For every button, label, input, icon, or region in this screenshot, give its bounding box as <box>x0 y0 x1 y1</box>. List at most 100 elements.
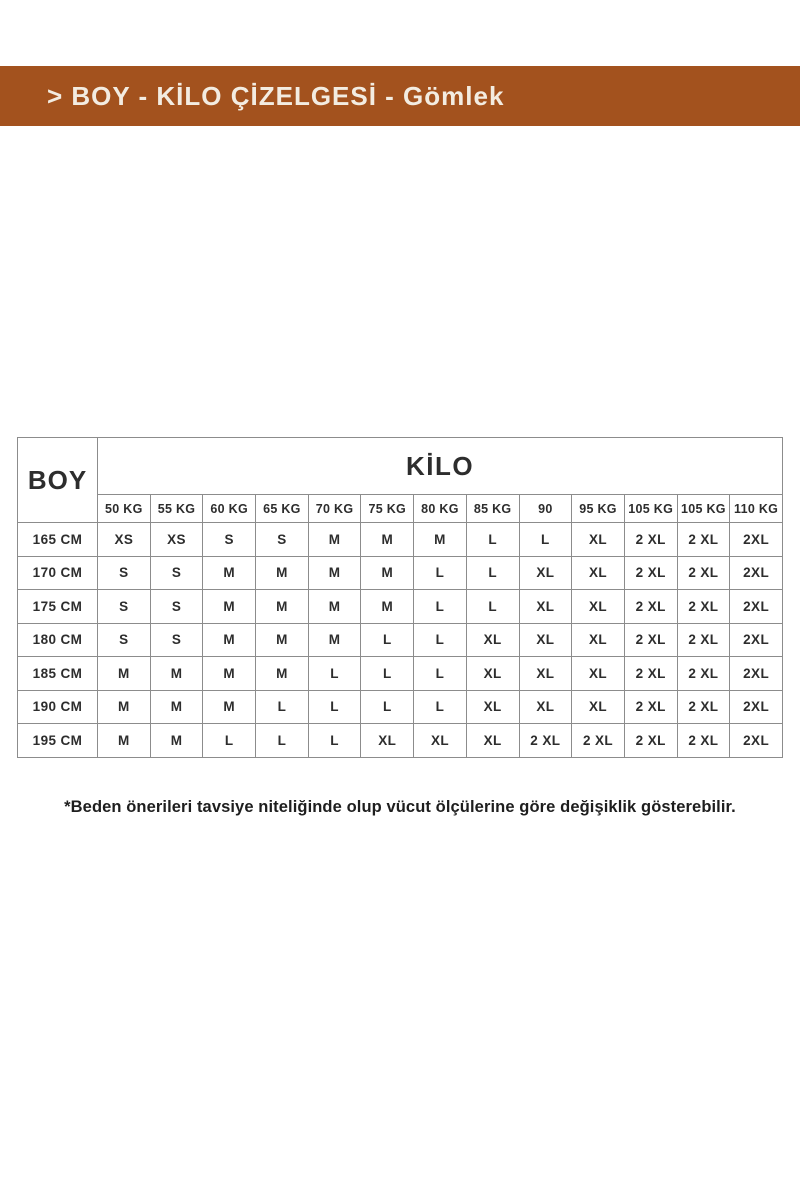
size-cell: L <box>307 656 362 691</box>
size-cell: L <box>307 723 362 758</box>
size-cell: M <box>307 555 362 590</box>
weight-header-cell: 65 KG <box>255 494 309 523</box>
size-cell: 2 XL <box>623 622 678 657</box>
size-cell: 2XL <box>729 689 783 724</box>
size-cell: L <box>413 589 467 624</box>
weight-header-cell: 75 KG <box>360 494 415 523</box>
size-cell: XL <box>518 555 573 590</box>
size-cell: XL <box>571 622 625 657</box>
size-cell: 2 XL <box>676 723 731 758</box>
size-table-row: 185 CM M M M M L L L XL XL XL 2 XL 2 XL 2XL <box>17 656 783 691</box>
weight-header-cell: 60 KG <box>202 494 257 523</box>
size-cell: 2 XL <box>623 689 678 724</box>
size-cell: XL <box>465 656 520 691</box>
size-cell: S <box>97 622 151 657</box>
size-cell: S <box>149 555 204 590</box>
size-cell: M <box>255 555 309 590</box>
height-cell: 165 CM <box>17 522 98 557</box>
height-cell: 195 CM <box>17 723 98 758</box>
size-cell: XL <box>571 689 625 724</box>
size-cell: M <box>202 622 257 657</box>
height-cell: 180 CM <box>17 622 98 657</box>
size-cell: 2 XL <box>623 522 678 557</box>
size-cell: XL <box>465 622 520 657</box>
size-table-row: 195 CM M M L L L XL XL XL 2 XL 2 XL 2 XL 2 XL 2XL <box>17 723 783 758</box>
size-cell: L <box>360 689 415 724</box>
size-cell: 2 XL <box>571 723 625 758</box>
size-cell: XL <box>571 656 625 691</box>
size-cell: XL <box>571 589 625 624</box>
size-cell: L <box>360 622 415 657</box>
size-cell: M <box>202 656 257 691</box>
size-cell: XS <box>149 522 204 557</box>
size-table-row: 175 CM S S M M M M L L XL XL 2 XL 2 XL 2XL <box>17 589 783 624</box>
size-table: BOY KİLO 50 KG 55 KG 60 KG 65 KG 70 KG 75 KG 80 … <box>17 437 783 758</box>
size-cell: S <box>97 555 151 590</box>
size-cell: 2 XL <box>676 656 731 691</box>
corner-header-boy: BOY <box>17 437 98 523</box>
height-cell: 175 CM <box>17 589 98 624</box>
size-cell: L <box>255 723 309 758</box>
size-cell: S <box>149 589 204 624</box>
weight-header-cell: 80 KG <box>413 494 467 523</box>
size-cell: XL <box>571 522 625 557</box>
size-cell: 2 XL <box>676 522 731 557</box>
size-cell: 2XL <box>729 522 783 557</box>
size-cell: M <box>97 656 151 691</box>
section-title: > BOY - KİLO ÇİZELGESİ - Gömlek <box>47 80 505 111</box>
size-cell: XL <box>518 656 573 691</box>
size-cell: L <box>307 689 362 724</box>
section-header-banner: > BOY - KİLO ÇİZELGESİ - Gömlek <box>0 66 800 126</box>
size-cell: M <box>360 589 415 624</box>
size-cell: 2XL <box>729 555 783 590</box>
size-cell: L <box>360 656 415 691</box>
size-cell: 2 XL <box>623 589 678 624</box>
size-cell: XL <box>518 589 573 624</box>
size-cell: M <box>149 656 204 691</box>
weight-header-cell: 50 KG <box>97 494 151 523</box>
size-cell: L <box>202 723 257 758</box>
size-cell: 2 XL <box>623 656 678 691</box>
size-cell: 2XL <box>729 723 783 758</box>
size-cell: 2 XL <box>676 622 731 657</box>
weight-header-cell: 70 KG <box>307 494 362 523</box>
size-cell: S <box>202 522 257 557</box>
size-cell: M <box>255 589 309 624</box>
size-cell: S <box>97 589 151 624</box>
size-cell: M <box>307 589 362 624</box>
weight-header-cell: 105 KG <box>623 494 678 523</box>
size-cell: XL <box>571 555 625 590</box>
size-cell: L <box>413 689 467 724</box>
size-cell: M <box>255 656 309 691</box>
size-cell: S <box>255 522 309 557</box>
size-cell: M <box>202 555 257 590</box>
size-cell: M <box>360 555 415 590</box>
size-cell: L <box>518 522 573 557</box>
size-cell: M <box>413 522 467 557</box>
size-disclaimer-note: *Beden önerileri tavsiye niteliğinde olu… <box>64 798 736 816</box>
weight-header-cell: 85 KG <box>465 494 520 523</box>
size-cell: 2 XL <box>676 555 731 590</box>
group-header-kilo: KİLO <box>97 437 783 495</box>
header-row-weights: 50 KG 55 KG 60 KG 65 KG 70 KG 75 KG 80 KG 85 KG… <box>18 494 783 523</box>
size-cell: L <box>465 589 520 624</box>
weight-header-cell: 110 KG <box>729 494 783 523</box>
size-cell: 2 XL <box>676 589 731 624</box>
size-cell: M <box>97 689 151 724</box>
size-table-row: 180 CM S S M M M L L XL XL XL 2 XL 2 XL 2XL <box>17 622 783 657</box>
size-cell: 2 XL <box>623 723 678 758</box>
size-cell: M <box>360 522 415 557</box>
size-table-row: 170 CM S S M M M M L L XL XL 2 XL 2 XL 2XL <box>17 555 783 590</box>
size-table-row: 165 CM XS XS S S M M M L L XL 2 XL 2 XL 2XL <box>17 522 783 557</box>
size-cell: XL <box>465 689 520 724</box>
size-cell: 2XL <box>729 622 783 657</box>
size-cell: L <box>465 522 520 557</box>
size-cell: M <box>202 689 257 724</box>
size-cell: L <box>413 622 467 657</box>
size-cell: M <box>307 622 362 657</box>
size-cell: M <box>255 622 309 657</box>
weight-header-cell: 55 KG <box>149 494 204 523</box>
size-cell: 2 XL <box>676 689 731 724</box>
height-cell: 185 CM <box>17 656 98 691</box>
size-cell: L <box>413 555 467 590</box>
